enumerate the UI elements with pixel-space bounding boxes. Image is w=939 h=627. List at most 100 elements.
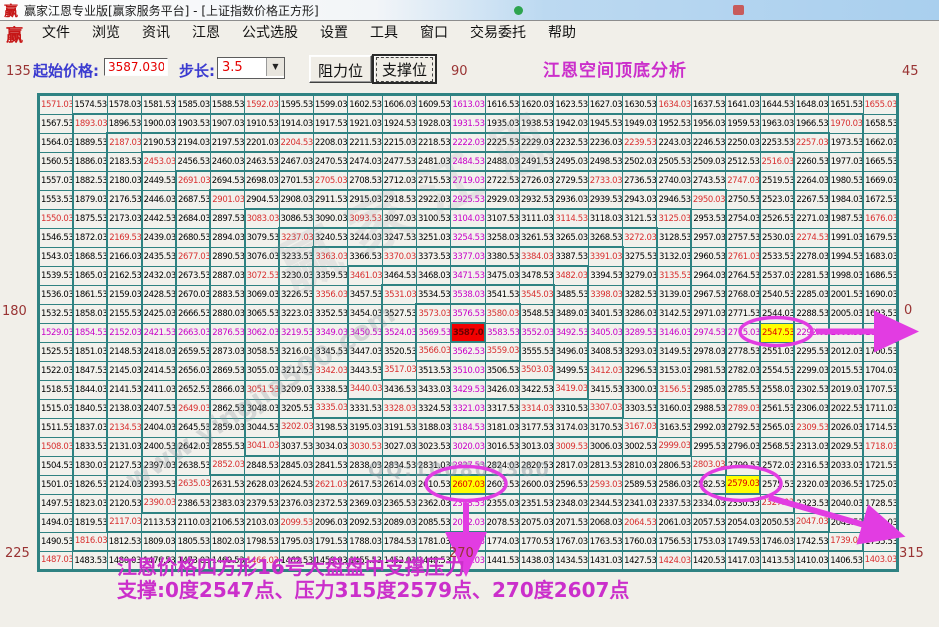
gann-square-grid: 1571.0301574.5301578.0301581.5301585.030… [37, 93, 899, 572]
grid-cell: 1812.530 [106, 531, 143, 552]
grid-cell: 3219.530 [278, 322, 314, 343]
grid-cell: 2845.030 [278, 455, 314, 476]
grid-cell: 1585.030 [175, 94, 211, 115]
grid-cell: 2656.030 [174, 360, 211, 381]
support-button[interactable]: 支撑位 [372, 54, 437, 84]
grid-cell: 3310.530 [553, 398, 589, 419]
grid-cell: 1448.530 [415, 550, 452, 571]
grid-cell: 1844.030 [71, 379, 108, 400]
grid-cell: 2050.530 [759, 512, 795, 533]
grid-cell: 1921.030 [347, 113, 383, 134]
menu-trade-entrust[interactable]: 交易委托 [470, 25, 526, 41]
grid-cell: 2666.530 [174, 303, 211, 324]
grid-cell: 2106.530 [209, 512, 246, 533]
grid-cell: 2334.030 [690, 493, 727, 514]
grid-cell: 3499.530 [552, 360, 589, 381]
grid-cell: 3587.030 [449, 322, 486, 343]
note-line-2: 支撑:0度2547点、压力315度2579点、270度2607点 [117, 578, 630, 602]
grid-cell: 3286.030 [621, 303, 658, 324]
grid-cell: 2274.530 [793, 227, 830, 248]
menu-window[interactable]: 窗口 [420, 25, 448, 41]
menu-news[interactable]: 资讯 [142, 25, 170, 41]
grid-cell: 2596.530 [553, 474, 589, 495]
grid-cell: 1763.530 [587, 531, 624, 552]
grid-cell: 2008.530 [827, 322, 864, 343]
grid-cell: 2869.530 [209, 360, 246, 381]
grid-cell: 3275.530 [621, 246, 658, 267]
grid-cell: 2813.530 [587, 455, 624, 476]
grid-cell: 2404.030 [140, 417, 177, 438]
grid-cell: 3090.030 [312, 208, 349, 229]
grid-cell: 2495.030 [553, 151, 589, 172]
start-price-label: 起始价格: [33, 62, 99, 80]
grid-cell: 3482.030 [553, 265, 589, 286]
grid-cell: 3153.030 [655, 360, 692, 381]
grid-cell: 2432.030 [140, 265, 177, 286]
grid-cell: 2887.030 [209, 265, 246, 286]
grid-cell: 3125.030 [656, 208, 692, 229]
menu-gann[interactable]: 江恩 [192, 25, 220, 41]
grid-cell: 2715.530 [415, 170, 452, 191]
grid-cell: 1823.030 [71, 493, 108, 514]
note-line-1: 江恩价格四方形16号大盘盘中支撑压力 [117, 555, 465, 579]
grid-cell: 3258.030 [484, 227, 521, 248]
taskbar-green-icon [514, 6, 523, 15]
grid-cell: 2502.030 [622, 151, 658, 172]
menu-formula-stock-pick[interactable]: 公式选股 [242, 25, 298, 41]
grid-cell: 2082.030 [450, 512, 486, 533]
grid-cell: 1672.530 [862, 189, 899, 210]
grid-cell: 1809.030 [141, 531, 177, 552]
grid-cell: 2603.530 [484, 474, 521, 495]
menu-tools[interactable]: 工具 [370, 25, 398, 41]
grid-cell: 2684.030 [174, 208, 211, 229]
grid-cell: 3307.030 [587, 398, 624, 419]
grid-cell: 2208.030 [312, 132, 349, 153]
grid-cell: 2747.030 [725, 170, 761, 191]
grid-cell: 1984.030 [827, 189, 864, 210]
grid-cell: 2925.530 [450, 189, 486, 210]
grid-cell: 2960.530 [690, 246, 727, 267]
grid-cell: 1483.530 [72, 550, 108, 571]
support-button-label: 支撑位 [375, 57, 433, 82]
grid-cell: 3545.030 [519, 284, 555, 305]
grid-cell: 1900.030 [141, 113, 177, 134]
grid-cell: 3387.530 [553, 246, 589, 267]
grid-cell: 2288.530 [793, 303, 830, 324]
grid-cell: 3335.030 [312, 398, 349, 419]
grid-cell: 3086.530 [278, 208, 314, 229]
grid-cell: 1847.530 [71, 360, 108, 381]
grid-cell: 3156.530 [655, 379, 692, 400]
menu-help[interactable]: 帮助 [548, 25, 576, 41]
grid-cell: 2320.030 [793, 474, 830, 495]
grid-cell: 1627.030 [587, 94, 624, 115]
angle-label-225: 225 [5, 546, 30, 561]
menu-file[interactable]: 文件 [42, 25, 70, 41]
grid-cell: 3097.030 [381, 208, 417, 229]
grid-cell: 2435.530 [140, 246, 177, 267]
grid-cell: 1938.530 [519, 113, 555, 134]
grid-cell: 3401.530 [587, 303, 624, 324]
combo-dropdown-arrow-icon[interactable]: ▼ [266, 58, 284, 76]
grid-cell: 1525.530 [37, 341, 74, 362]
start-price-input[interactable] [104, 58, 168, 76]
grid-cell: 1973.530 [827, 132, 864, 153]
grid-cell: 3380.530 [484, 246, 521, 267]
grid-cell: 3041.030 [243, 436, 280, 457]
grid-cell: 2036.530 [827, 474, 864, 495]
step-combobox[interactable]: 3.5 ▼ [217, 57, 285, 79]
taskbar-red-icon [733, 5, 744, 15]
grid-cell: 3398.030 [587, 284, 624, 305]
resistance-button[interactable]: 阻力位 [309, 55, 372, 83]
menu-browse[interactable]: 浏览 [92, 25, 120, 41]
grid-cell: 2827.530 [450, 455, 486, 476]
grid-cell: 3205.530 [278, 398, 314, 419]
grid-cell: 3331.530 [347, 398, 383, 419]
menu-settings[interactable]: 设置 [320, 25, 348, 41]
grid-cell: 2253.530 [759, 132, 795, 153]
grid-cell: 3440.030 [346, 379, 383, 400]
grid-cell: 1798.530 [244, 531, 280, 552]
grid-cell: 1602.530 [347, 94, 383, 115]
grid-cell: 2092.530 [347, 512, 383, 533]
grid-cell: 3244.030 [347, 227, 383, 248]
